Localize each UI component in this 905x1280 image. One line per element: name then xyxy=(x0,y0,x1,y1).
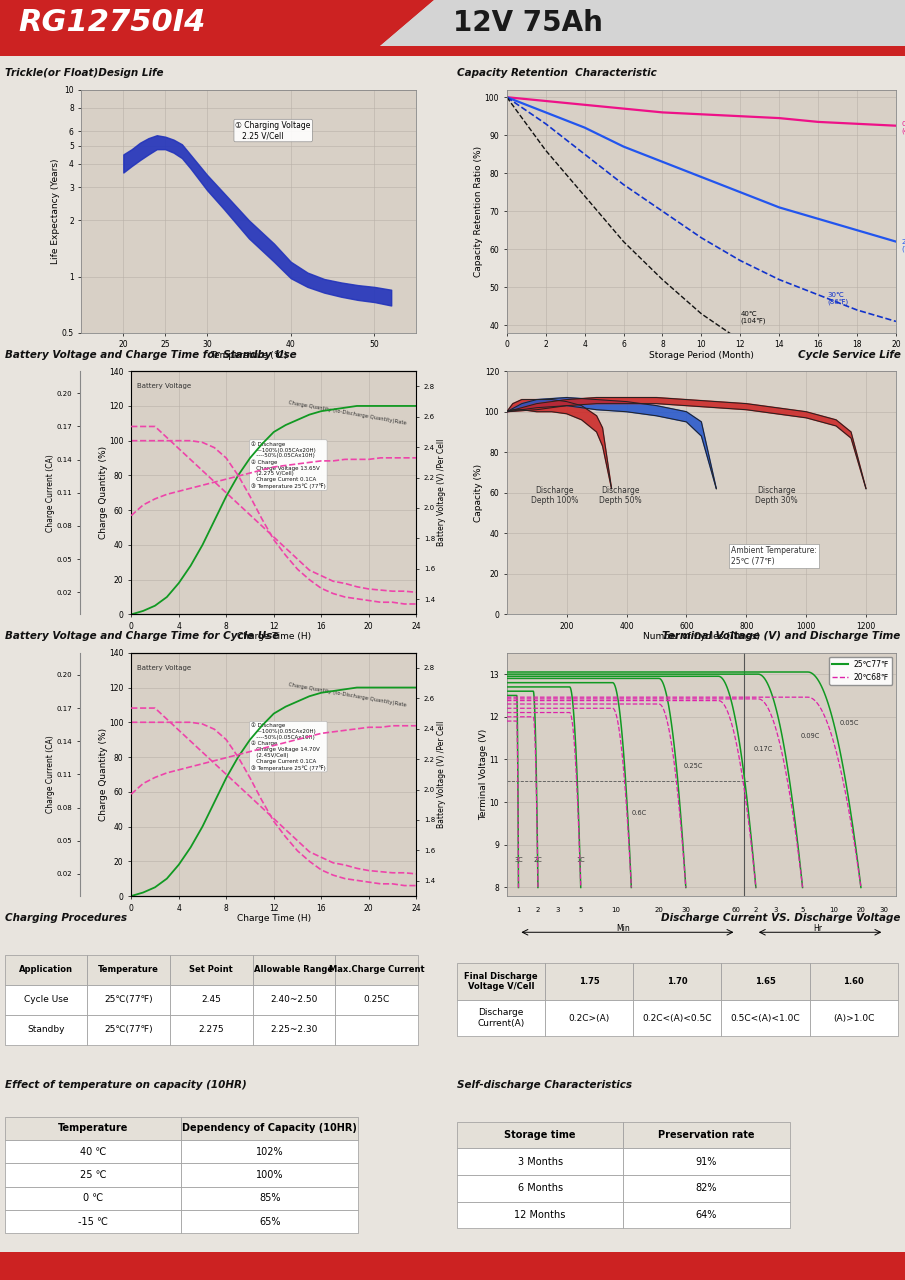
Text: 60: 60 xyxy=(732,906,741,913)
Text: Discharge
Depth 30%: Discharge Depth 30% xyxy=(755,485,797,504)
Text: Battery Voltage and Charge Time for Standby Use: Battery Voltage and Charge Time for Stan… xyxy=(5,349,296,360)
Text: 30℃
(86℉): 30℃ (86℉) xyxy=(828,292,849,306)
Text: 12V 75Ah: 12V 75Ah xyxy=(452,9,603,37)
Text: 3: 3 xyxy=(555,906,559,913)
Text: Self-discharge Characteristics: Self-discharge Characteristics xyxy=(457,1080,632,1091)
Text: 0.25C: 0.25C xyxy=(684,763,703,769)
Text: 1: 1 xyxy=(516,906,520,913)
Y-axis label: Terminal Voltage (V): Terminal Voltage (V) xyxy=(479,728,488,820)
Text: Battery Voltage and Charge Time for Cycle Use: Battery Voltage and Charge Time for Cycl… xyxy=(5,631,279,641)
Text: Charge Quantity (to-Discharge Quantity)Rate: Charge Quantity (to-Discharge Quantity)R… xyxy=(288,681,407,708)
X-axis label: Charge Time (H): Charge Time (H) xyxy=(237,914,310,923)
Text: 5: 5 xyxy=(578,906,583,913)
X-axis label: Charge Time (H): Charge Time (H) xyxy=(237,632,310,641)
Text: 10: 10 xyxy=(829,906,838,913)
Polygon shape xyxy=(0,46,905,56)
Text: Battery Voltage: Battery Voltage xyxy=(137,664,191,671)
Text: 20: 20 xyxy=(654,906,663,913)
Text: 10: 10 xyxy=(611,906,620,913)
Text: 0.6C: 0.6C xyxy=(632,810,647,815)
Y-axis label: Battery Voltage (V) /Per Cell: Battery Voltage (V) /Per Cell xyxy=(436,439,445,547)
Text: Hr: Hr xyxy=(814,924,823,933)
Text: ① Charging Voltage
   2.25 V/Cell: ① Charging Voltage 2.25 V/Cell xyxy=(235,120,310,141)
Text: 40℃
(104℉): 40℃ (104℉) xyxy=(740,311,766,324)
X-axis label: Number of Cycles (Times): Number of Cycles (Times) xyxy=(643,632,760,641)
Text: Battery Voltage: Battery Voltage xyxy=(137,383,191,389)
Text: 5: 5 xyxy=(800,906,805,913)
Text: Discharge Current VS. Discharge Voltage: Discharge Current VS. Discharge Voltage xyxy=(661,913,900,923)
Text: Trickle(or Float)Design Life: Trickle(or Float)Design Life xyxy=(5,68,163,78)
Y-axis label: Charge Current (CA): Charge Current (CA) xyxy=(46,736,55,813)
Text: Min: Min xyxy=(616,924,631,933)
Polygon shape xyxy=(507,399,612,489)
Text: Charging Procedures: Charging Procedures xyxy=(5,913,127,923)
Text: Discharge
Depth 50%: Discharge Depth 50% xyxy=(599,485,642,504)
X-axis label: Storage Period (Month): Storage Period (Month) xyxy=(649,351,754,360)
Text: Charge Quantity (to-Discharge Quantity)Rate: Charge Quantity (to-Discharge Quantity)R… xyxy=(288,399,407,426)
Text: 0℃
(41℉): 0℃ (41℉) xyxy=(901,120,905,134)
Text: Cycle Service Life: Cycle Service Life xyxy=(797,349,900,360)
Text: Effect of temperature on capacity (10HR): Effect of temperature on capacity (10HR) xyxy=(5,1080,246,1091)
Text: 30: 30 xyxy=(681,906,691,913)
Y-axis label: Charge Quantity (%): Charge Quantity (%) xyxy=(99,728,108,820)
Y-axis label: Life Expectancy (Years): Life Expectancy (Years) xyxy=(52,159,61,264)
Text: 30: 30 xyxy=(880,906,889,913)
Text: ① Discharge
   —100%(0.05CAx20H)
   ----50%(0.05CAx10H)
② Charge
   Charge Volta: ① Discharge —100%(0.05CAx20H) ----50%(0.… xyxy=(251,723,326,771)
Polygon shape xyxy=(0,1252,905,1280)
Text: 3: 3 xyxy=(773,906,777,913)
Text: Terminal Voltage (V) and Discharge Time: Terminal Voltage (V) and Discharge Time xyxy=(662,631,900,641)
Text: Ambient Temperature:
25℃ (77℉): Ambient Temperature: 25℃ (77℉) xyxy=(731,547,817,566)
Text: Capacity Retention  Characteristic: Capacity Retention Characteristic xyxy=(457,68,657,78)
Legend: 25℃77℉, 20℃68℉: 25℃77℉, 20℃68℉ xyxy=(829,657,892,685)
Polygon shape xyxy=(0,0,434,46)
Polygon shape xyxy=(380,0,905,46)
Polygon shape xyxy=(507,398,866,489)
Text: Discharge
Depth 100%: Discharge Depth 100% xyxy=(531,485,578,504)
Y-axis label: Capacity Retention Ratio (%): Capacity Retention Ratio (%) xyxy=(474,146,483,276)
Text: 0.05C: 0.05C xyxy=(840,721,859,726)
Text: RG12750I4: RG12750I4 xyxy=(18,8,205,37)
Text: 0.17C: 0.17C xyxy=(754,746,774,751)
Y-axis label: Battery Voltage (V) /Per Cell: Battery Voltage (V) /Per Cell xyxy=(436,721,445,828)
Text: 2: 2 xyxy=(754,906,758,913)
Text: 20: 20 xyxy=(856,906,865,913)
Y-axis label: Capacity (%): Capacity (%) xyxy=(474,463,483,522)
Text: 2C: 2C xyxy=(533,856,542,863)
Text: 0.09C: 0.09C xyxy=(801,733,820,739)
Y-axis label: Charge Current (CA): Charge Current (CA) xyxy=(46,454,55,531)
Text: 1C: 1C xyxy=(576,856,586,863)
Text: 2: 2 xyxy=(536,906,540,913)
Text: 3C: 3C xyxy=(514,856,523,863)
Polygon shape xyxy=(507,398,717,489)
X-axis label: Temperature (℃): Temperature (℃) xyxy=(210,351,288,360)
Y-axis label: Charge Quantity (%): Charge Quantity (%) xyxy=(99,447,108,539)
Text: 25℃
(77℉): 25℃ (77℉) xyxy=(901,238,905,252)
Text: ① Discharge
   —100%(0.05CAx20H)
   ----50%(0.05CAx10H)
② Charge
   Charge Volta: ① Discharge —100%(0.05CAx20H) ----50%(0.… xyxy=(251,442,326,489)
